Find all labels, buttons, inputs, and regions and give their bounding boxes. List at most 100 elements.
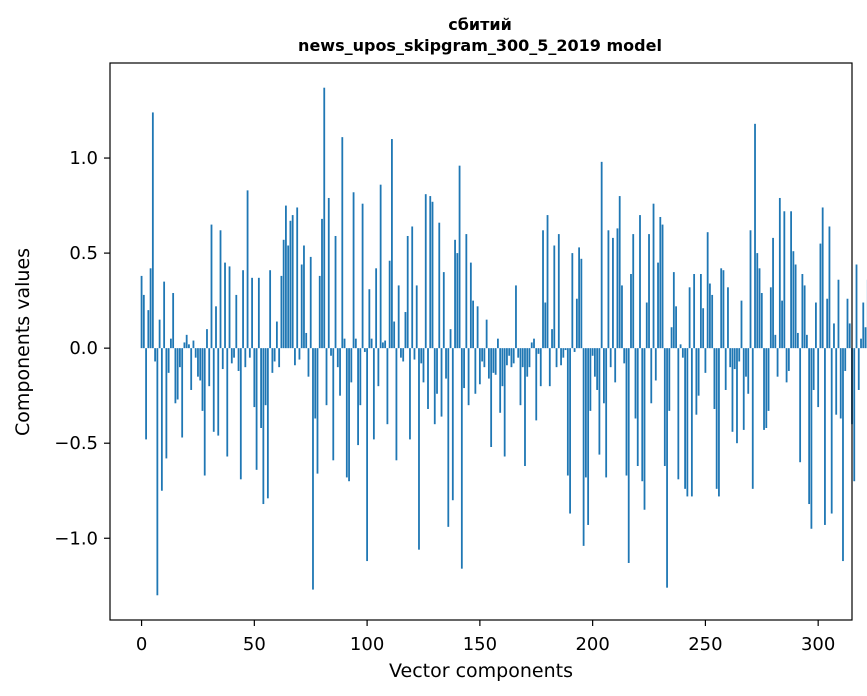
bar: [377, 348, 380, 387]
bar: [860, 338, 862, 349]
bar: [341, 137, 344, 349]
bar: [862, 302, 865, 349]
bar: [645, 302, 648, 349]
bar: [391, 139, 393, 349]
bar: [291, 215, 294, 349]
bar: [487, 348, 490, 379]
bar: [305, 332, 308, 349]
bar: [846, 298, 849, 349]
bar: [763, 348, 765, 430]
bar: [564, 348, 567, 351]
y-tick-label: 1.0: [69, 148, 98, 169]
bar: [695, 348, 698, 415]
bar: [260, 348, 262, 428]
bar: [686, 348, 689, 497]
bar: [456, 253, 459, 349]
bar: [300, 264, 303, 349]
bar: [760, 293, 763, 349]
bar: [339, 348, 341, 396]
bar: [307, 348, 310, 377]
bar: [278, 348, 281, 368]
bar: [643, 348, 646, 510]
bar: [436, 348, 438, 394]
bar: [584, 348, 587, 478]
bar: [501, 348, 504, 387]
bar: [650, 348, 653, 404]
bar: [575, 298, 578, 349]
bar: [627, 348, 630, 563]
bar: [697, 348, 700, 396]
bar: [591, 348, 594, 356]
x-tick-label: 150: [463, 634, 497, 655]
bar: [833, 323, 835, 349]
bar: [336, 348, 339, 368]
bar: [745, 348, 747, 377]
bar: [738, 348, 741, 362]
bar: [372, 348, 375, 440]
bar: [733, 348, 736, 370]
bar: [699, 274, 702, 349]
bar: [442, 272, 445, 349]
bar: [386, 348, 389, 425]
bar: [206, 329, 208, 349]
bar: [294, 348, 296, 366]
bar: [427, 348, 429, 409]
bar: [672, 272, 675, 349]
bar: [404, 312, 407, 349]
bar: [621, 285, 623, 349]
bar: [438, 222, 441, 349]
bar: [794, 264, 797, 349]
bar: [384, 340, 387, 349]
bar: [406, 235, 409, 349]
bar: [197, 348, 199, 377]
bar: [210, 224, 213, 349]
bar: [285, 205, 287, 349]
bar: [312, 348, 314, 590]
bar: [228, 266, 231, 349]
bar: [661, 224, 664, 349]
bar: [605, 348, 608, 478]
bar: [778, 197, 781, 349]
bar: [704, 348, 707, 373]
bar: [830, 348, 833, 514]
bar: [237, 348, 240, 371]
bar: [142, 294, 145, 349]
bar: [409, 348, 411, 440]
bar: [381, 342, 384, 349]
bar: [176, 348, 179, 400]
bar: [767, 348, 770, 411]
bar: [257, 277, 260, 349]
bar: [296, 207, 299, 349]
bar: [359, 348, 362, 406]
bar: [539, 348, 542, 387]
bar: [805, 334, 808, 349]
bar: [321, 218, 323, 349]
bar: [812, 348, 815, 390]
bar: [244, 348, 247, 368]
bar: [749, 230, 752, 349]
bar: [537, 348, 540, 354]
bar: [332, 348, 335, 461]
bar: [327, 197, 330, 349]
bar: [815, 302, 817, 349]
bar: [145, 348, 147, 440]
bar: [463, 348, 465, 389]
bar: [499, 348, 502, 413]
bar: [754, 123, 756, 349]
bar: [147, 310, 150, 349]
bar: [201, 348, 204, 411]
bar: [666, 348, 668, 588]
bar: [314, 348, 317, 419]
bar: [325, 348, 328, 406]
bar: [609, 348, 612, 368]
bar: [598, 348, 601, 455]
bar: [393, 321, 396, 349]
bar: [706, 232, 709, 349]
bar: [614, 348, 617, 383]
bar: [787, 348, 790, 371]
bar: [652, 203, 655, 349]
bar: [835, 348, 838, 415]
bar: [370, 338, 373, 349]
bar: [774, 334, 777, 349]
bar: [808, 348, 811, 505]
